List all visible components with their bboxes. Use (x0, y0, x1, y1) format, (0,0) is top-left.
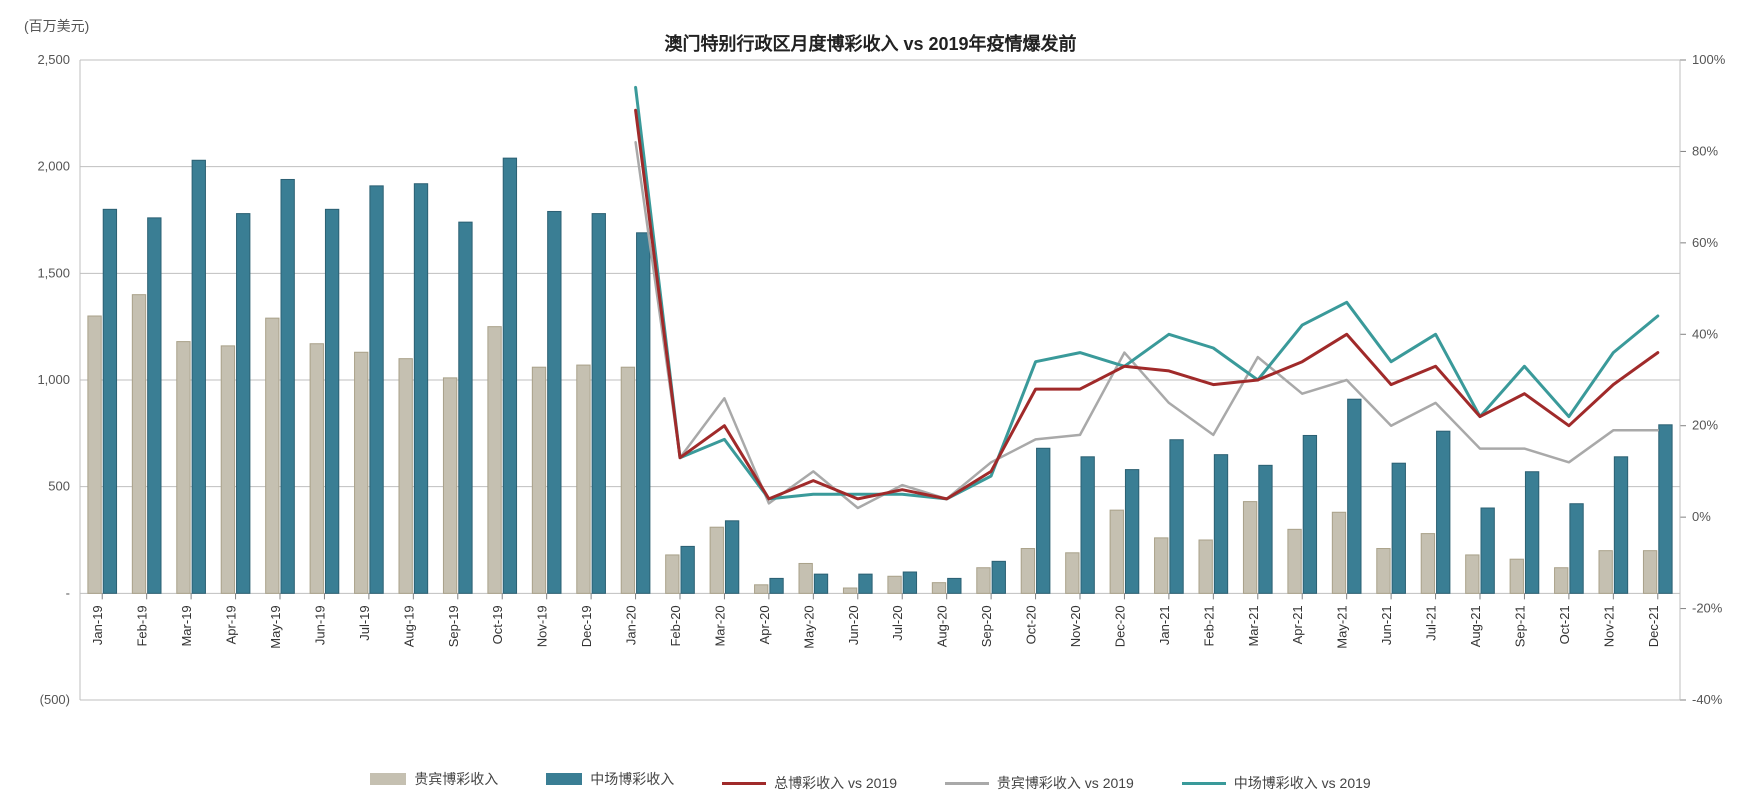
legend-item-total-line: 总博彩收入 vs 2019 (722, 773, 897, 793)
svg-text:-40%: -40% (1692, 692, 1723, 707)
legend-item-mass-line: 中场博彩收入 vs 2019 (1182, 773, 1371, 793)
legend-label-vip-bar: 贵宾博彩收入 (414, 769, 498, 789)
svg-text:Jul-20: Jul-20 (890, 605, 905, 640)
svg-text:May-21: May-21 (1335, 605, 1350, 648)
svg-text:Jan-19: Jan-19 (90, 605, 105, 645)
svg-text:80%: 80% (1692, 143, 1718, 158)
legend-label-vip-line: 贵宾博彩收入 vs 2019 (997, 773, 1134, 793)
svg-text:Apr-21: Apr-21 (1290, 605, 1305, 644)
svg-text:Jul-19: Jul-19 (357, 605, 372, 640)
legend-item-vip-bar: 贵宾博彩收入 (370, 769, 498, 789)
svg-text:Nov-20: Nov-20 (1068, 605, 1083, 647)
svg-text:1,000: 1,000 (37, 372, 70, 387)
svg-text:-: - (66, 585, 70, 600)
svg-text:Jun-20: Jun-20 (846, 605, 861, 645)
legend-swatch-mass-bar (546, 773, 582, 785)
svg-text:Sep-20: Sep-20 (979, 605, 994, 647)
chart-svg: (500)-5001,0001,5002,0002,500-40%-20%0%2… (0, 0, 1741, 760)
svg-text:Nov-19: Nov-19 (535, 605, 550, 647)
svg-text:40%: 40% (1692, 326, 1718, 341)
svg-text:Mar-20: Mar-20 (712, 605, 727, 646)
svg-text:0%: 0% (1692, 509, 1711, 524)
svg-text:Aug-19: Aug-19 (401, 605, 416, 647)
svg-text:Dec-21: Dec-21 (1646, 605, 1661, 647)
svg-text:Nov-21: Nov-21 (1601, 605, 1616, 647)
legend-swatch-mass-line (1182, 782, 1226, 785)
svg-text:Apr-19: Apr-19 (224, 605, 239, 644)
chart-title: 澳门特别行政区月度博彩收入 vs 2019年疫情爆发前 (0, 30, 1741, 56)
svg-text:Apr-20: Apr-20 (757, 605, 772, 644)
legend-swatch-vip-bar (370, 773, 406, 785)
svg-text:20%: 20% (1692, 418, 1718, 433)
svg-text:Mar-21: Mar-21 (1246, 605, 1261, 646)
svg-text:May-20: May-20 (801, 605, 816, 648)
svg-text:Oct-21: Oct-21 (1557, 605, 1572, 644)
svg-text:Jun-19: Jun-19 (312, 605, 327, 645)
legend-swatch-total-line (722, 782, 766, 785)
svg-text:Jan-21: Jan-21 (1157, 605, 1172, 645)
svg-text:Sep-19: Sep-19 (446, 605, 461, 647)
svg-text:(500): (500) (40, 692, 70, 707)
svg-text:Feb-19: Feb-19 (135, 605, 150, 646)
chart-container: (百万美元) 澳门特别行政区月度博彩收入 vs 2019年疫情爆发前 (500)… (0, 0, 1741, 801)
svg-text:Aug-21: Aug-21 (1468, 605, 1483, 647)
legend-item-vip-line: 贵宾博彩收入 vs 2019 (945, 773, 1134, 793)
svg-text:Jul-21: Jul-21 (1424, 605, 1439, 640)
svg-text:Aug-20: Aug-20 (935, 605, 950, 647)
svg-text:Oct-19: Oct-19 (490, 605, 505, 644)
svg-text:60%: 60% (1692, 235, 1718, 250)
svg-text:2,000: 2,000 (37, 159, 70, 174)
svg-text:Feb-20: Feb-20 (668, 605, 683, 646)
svg-text:Dec-19: Dec-19 (579, 605, 594, 647)
legend-label-mass-bar: 中场博彩收入 (590, 769, 674, 789)
svg-text:Mar-19: Mar-19 (179, 605, 194, 646)
svg-text:Feb-21: Feb-21 (1201, 605, 1216, 646)
svg-text:May-19: May-19 (268, 605, 283, 648)
legend-label-mass-line: 中场博彩收入 vs 2019 (1234, 773, 1371, 793)
svg-text:Sep-21: Sep-21 (1512, 605, 1527, 647)
legend: 贵宾博彩收入 中场博彩收入 总博彩收入 vs 2019 贵宾博彩收入 vs 20… (0, 769, 1741, 794)
svg-text:-20%: -20% (1692, 601, 1723, 616)
legend-swatch-vip-line (945, 782, 989, 785)
legend-label-total-line: 总博彩收入 vs 2019 (774, 773, 897, 793)
legend-item-mass-bar: 中场博彩收入 (546, 769, 674, 789)
svg-text:Oct-20: Oct-20 (1024, 605, 1039, 644)
svg-text:500: 500 (48, 479, 70, 494)
svg-text:Jan-20: Jan-20 (624, 605, 639, 645)
svg-text:Jun-21: Jun-21 (1379, 605, 1394, 645)
svg-text:1,500: 1,500 (37, 265, 70, 280)
svg-text:Dec-20: Dec-20 (1112, 605, 1127, 647)
